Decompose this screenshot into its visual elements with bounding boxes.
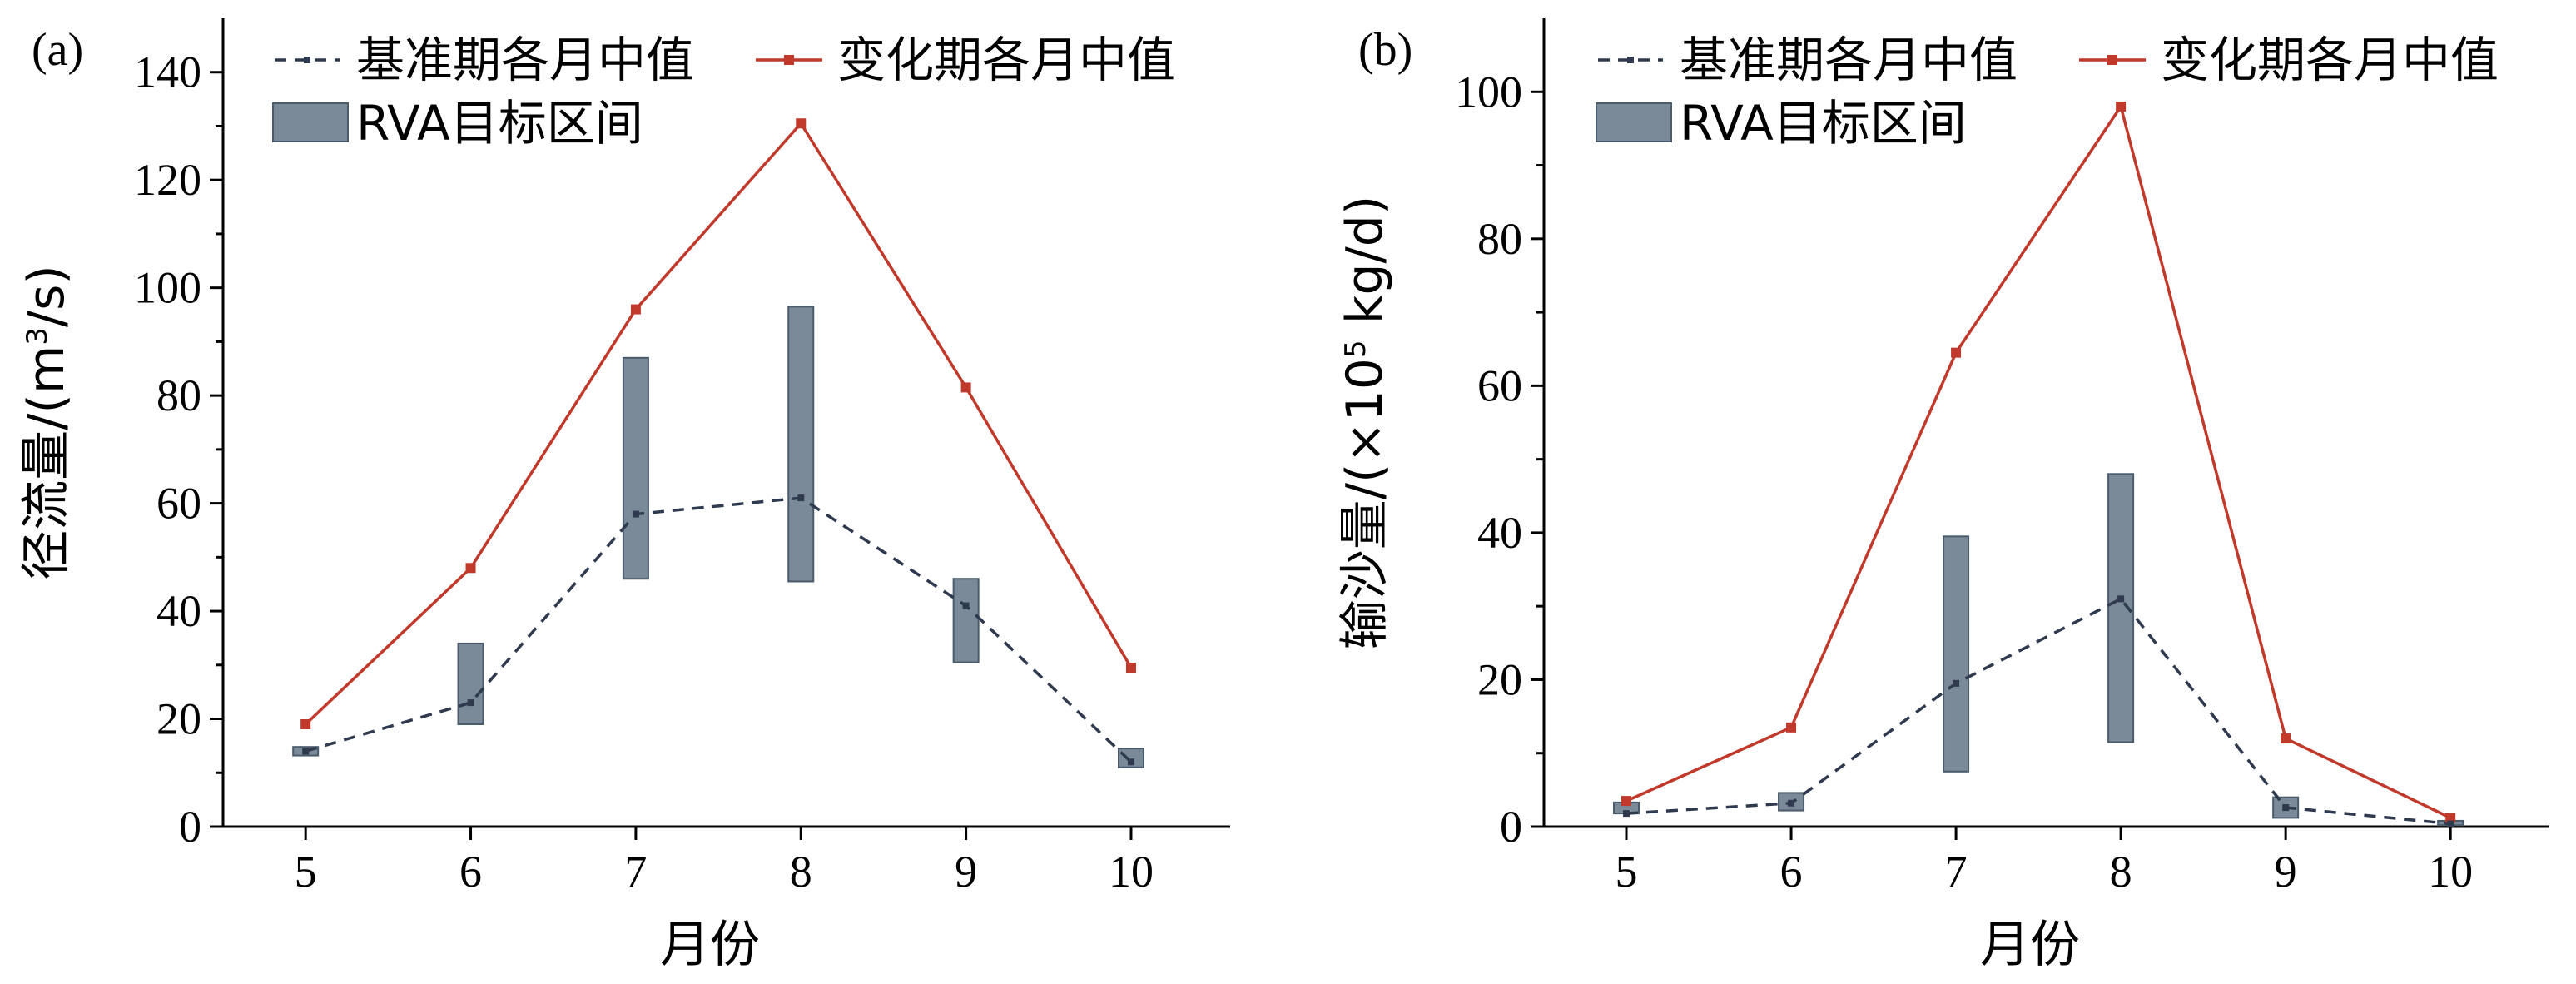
x-tick-label: 9: [955, 847, 977, 897]
legend-changed-marker: [2107, 55, 2117, 65]
baseline-point: [302, 748, 310, 755]
rva-box: [1943, 535, 1970, 773]
y-tick-label: 20: [156, 694, 201, 744]
y-tick-label: 60: [156, 479, 201, 529]
baseline-point: [797, 494, 805, 502]
baseline-point: [962, 602, 970, 609]
baseline-point: [1788, 799, 1795, 807]
baseline-point: [2447, 820, 2454, 827]
legend-baseline-label: 基准期各月中值: [1680, 32, 2018, 88]
changed-point: [1786, 722, 1797, 733]
legend-rva-label: RVA目标区间: [356, 95, 643, 152]
x-tick-label: 5: [295, 847, 317, 897]
x-tick-label: 9: [2275, 847, 2297, 897]
y-tick-label: 140: [134, 47, 201, 97]
x-tick-label: 10: [1109, 847, 1154, 897]
changed-period-line: [304, 121, 1133, 726]
baseline-period-line: [1626, 597, 2451, 826]
changed-point: [465, 563, 476, 574]
baseline-point: [467, 699, 474, 707]
x-tick-label: 8: [790, 847, 812, 897]
legend-baseline-marker: [304, 57, 310, 63]
x-tick-label: 8: [2110, 847, 2132, 897]
x-tick-label: 5: [1616, 847, 1638, 897]
y-axis-title: 径流量/(m3/s): [17, 265, 76, 580]
legend-rva-swatch: [1596, 102, 1672, 142]
baseline-point: [1953, 679, 1960, 687]
changed-point: [630, 304, 641, 315]
changed-point: [2281, 733, 2291, 744]
legend-baseline-marker: [1627, 57, 1634, 63]
legend-rva-label: RVA目标区间: [1680, 95, 1967, 152]
y-tick-label: 0: [179, 802, 201, 852]
panel-b-sediment-chart: 0 20 40 60 80 100 5 6 7 8 9 10 月份 输沙量/(×105 kg/d) (b) 基…: [1336, 18, 2549, 974]
rva-box: [457, 642, 484, 726]
baseline-point: [632, 510, 639, 518]
changed-period-line: [1626, 102, 2451, 819]
x-tick-label: 10: [2428, 847, 2473, 897]
baseline-point: [2282, 804, 2290, 812]
baseline-point: [2117, 595, 2125, 603]
changed-point: [2116, 101, 2127, 112]
rva-box: [952, 578, 980, 663]
panel-label: (b): [1358, 24, 1412, 76]
legend-changed-marker: [784, 55, 794, 65]
y-tick-label: 0: [1500, 802, 1522, 852]
y-tick-label: 100: [134, 263, 201, 313]
legend-changed-label: 变化期各月中值: [837, 32, 1175, 88]
changed-point: [300, 719, 311, 730]
changed-point: [2445, 813, 2456, 823]
y-tick-label: 80: [1477, 214, 1522, 264]
changed-point: [1125, 663, 1136, 673]
y-tick-label: 40: [156, 586, 201, 636]
x-tick-label: 6: [1780, 847, 1803, 897]
rva-box: [1117, 748, 1144, 768]
x-axis-title: 月份: [660, 916, 760, 974]
changed-point: [1951, 347, 1962, 358]
x-tick-label: 6: [459, 847, 482, 897]
rva-box: [787, 306, 815, 583]
changed-point: [796, 118, 807, 129]
y-tick-label: 20: [1477, 654, 1522, 704]
y-tick-label: 40: [1477, 508, 1522, 558]
x-tick-label: 7: [624, 847, 647, 897]
y-tick-label: 100: [1455, 67, 1522, 117]
baseline-point: [1623, 810, 1630, 818]
baseline-point: [1127, 758, 1134, 766]
baseline-period-line: [305, 496, 1133, 763]
legend-changed-label: 变化期各月中值: [2161, 32, 2499, 88]
panel-label: (a): [32, 24, 83, 76]
panel-a-runoff-chart: 0 20 40 60 80 100 120 140 5 6 7 8 9 10 月份 径流量/(m3/s) (a)…: [17, 18, 1230, 974]
legend-rva-swatch: [272, 102, 349, 142]
y-axis-title: 输沙量/(×105 kg/d): [1336, 196, 1394, 650]
x-tick-label: 7: [1945, 847, 1968, 897]
rva-box: [622, 356, 649, 580]
y-tick-label: 80: [156, 370, 201, 420]
legend-baseline-label: 基准期各月中值: [356, 32, 694, 88]
x-axis-title: 月份: [1980, 916, 2080, 974]
y-tick-label: 60: [1477, 360, 1522, 410]
changed-point: [1621, 796, 1632, 807]
changed-point: [960, 382, 971, 393]
y-tick-label: 120: [134, 155, 201, 205]
